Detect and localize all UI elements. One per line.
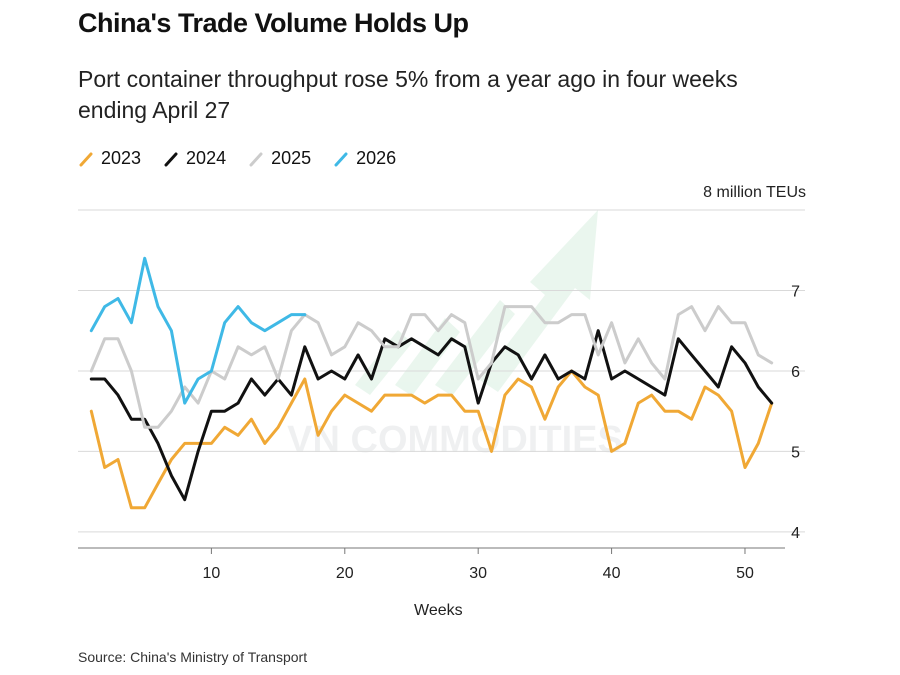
chart-subtitle: Port container throughput rose 5% from a…: [78, 66, 738, 123]
legend: 2023 2024 2025 2026: [78, 148, 396, 169]
legend-swatch-2026: [334, 152, 348, 166]
legend-item-2026: 2026: [333, 148, 396, 169]
series-lines: [89, 256, 774, 510]
series-line-2023: [89, 369, 774, 510]
series-line-2026: [89, 256, 307, 405]
source-note: Source: China's Ministry of Transport: [78, 649, 308, 665]
x-tick-label: 50: [736, 565, 754, 582]
watermark-arrow-icon: [355, 210, 598, 396]
x-tick-label: 20: [336, 565, 354, 582]
legend-item-2023: 2023: [78, 148, 141, 169]
x-tick-label: 40: [603, 565, 621, 582]
y-tick-label: 7: [791, 283, 800, 300]
legend-label-2024: 2024: [186, 148, 227, 168]
x-axis-ticks: 10 20 30 40 50: [202, 548, 754, 582]
series-line-2025: [89, 305, 774, 429]
legend-swatch-2025: [249, 152, 263, 166]
legend-label-2026: 2026: [356, 148, 397, 168]
x-axis-title: Weeks: [414, 602, 463, 619]
legend-item-2025: 2025: [248, 148, 311, 169]
watermark-text: VN COMMODITIES: [287, 419, 623, 461]
legend-label-2025: 2025: [271, 148, 312, 168]
legend-item-2024: 2024: [163, 148, 226, 169]
legend-swatch-2023: [79, 152, 93, 166]
series-line-2024: [89, 329, 774, 502]
grid: [78, 209, 805, 549]
watermark: VN COMMODITIES: [287, 210, 623, 461]
x-tick-label: 10: [202, 565, 220, 582]
legend-label-2023: 2023: [101, 148, 142, 168]
y-tick-label: 5: [791, 444, 800, 461]
y-axis-ticks: 4 5 6 7: [791, 283, 800, 541]
y-tick-label: 6: [791, 364, 800, 381]
chart-title: China's Trade Volume Holds Up: [78, 8, 469, 38]
x-tick-label: 30: [469, 565, 487, 582]
y-tick-label: 4: [791, 525, 800, 542]
legend-swatch-2024: [164, 152, 178, 166]
y-axis-unit-label: 8 million TEUs: [703, 184, 806, 201]
